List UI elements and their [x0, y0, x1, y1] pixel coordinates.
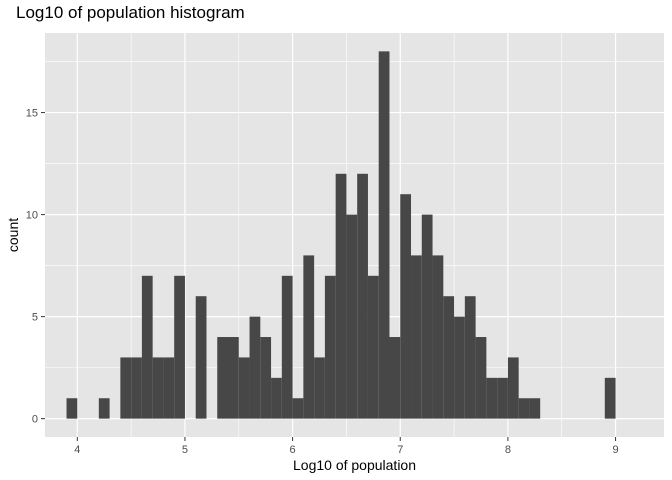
- histogram-bar: [281, 275, 293, 419]
- histogram-bar: [314, 357, 325, 419]
- x-axis-title: Log10 of population: [293, 457, 416, 473]
- y-axis: 0 5 10 15: [26, 108, 45, 426]
- y-tick-label: 10: [26, 210, 38, 222]
- histogram-bar: [497, 377, 508, 419]
- histogram-bar: [163, 357, 175, 419]
- x-tick-label: 8: [505, 444, 511, 456]
- histogram-bar: [454, 316, 465, 419]
- histogram-bar: [411, 255, 422, 419]
- histogram-bar: [443, 296, 455, 419]
- histogram-bar: [238, 357, 250, 419]
- x-axis: 4 5 6 7 8 9: [74, 437, 619, 456]
- histogram-bar: [131, 357, 142, 419]
- y-tick-label: 0: [32, 414, 38, 426]
- histogram-bars: [66, 51, 616, 419]
- y-axis-title: count: [5, 218, 21, 252]
- histogram-bar: [228, 337, 239, 419]
- histogram-bar: [66, 398, 78, 419]
- histogram-bar: [475, 337, 487, 419]
- histogram-bar: [357, 173, 368, 419]
- histogram-bar: [335, 173, 347, 419]
- histogram-bar: [400, 194, 412, 419]
- histogram-bar: [120, 357, 132, 419]
- histogram-bar: [486, 377, 498, 419]
- x-tick-label: 4: [74, 444, 80, 456]
- histogram-bar: [260, 337, 272, 419]
- histogram-bar: [152, 357, 164, 419]
- x-tick-label: 9: [612, 444, 618, 456]
- y-tick-label: 15: [26, 108, 38, 120]
- histogram-bar: [604, 377, 616, 419]
- histogram-bar: [378, 51, 390, 419]
- x-tick-label: 6: [290, 444, 296, 456]
- histogram-bar: [249, 316, 261, 419]
- chart-title: Log10 of population histogram: [16, 3, 245, 22]
- histogram-bar: [389, 337, 401, 419]
- histogram-bar: [195, 296, 207, 419]
- histogram-bar: [324, 275, 336, 419]
- histogram-bar: [174, 275, 185, 419]
- histogram-bar: [529, 398, 541, 419]
- x-tick-label: 5: [182, 444, 188, 456]
- histogram-bar: [346, 214, 358, 419]
- histogram-bar: [518, 398, 530, 419]
- histogram-bar: [464, 296, 476, 419]
- histogram-bar: [271, 377, 282, 419]
- histogram-bar: [98, 398, 110, 419]
- y-tick-label: 5: [32, 312, 38, 324]
- x-tick-label: 7: [397, 444, 403, 456]
- histogram-bar: [432, 255, 444, 419]
- histogram-bar: [217, 337, 229, 419]
- histogram-bar: [421, 214, 433, 419]
- histogram-bar: [367, 275, 379, 419]
- histogram-bar: [292, 398, 304, 419]
- histogram-bar: [303, 255, 315, 419]
- histogram-bar: [141, 275, 153, 419]
- histogram-bar: [507, 357, 519, 419]
